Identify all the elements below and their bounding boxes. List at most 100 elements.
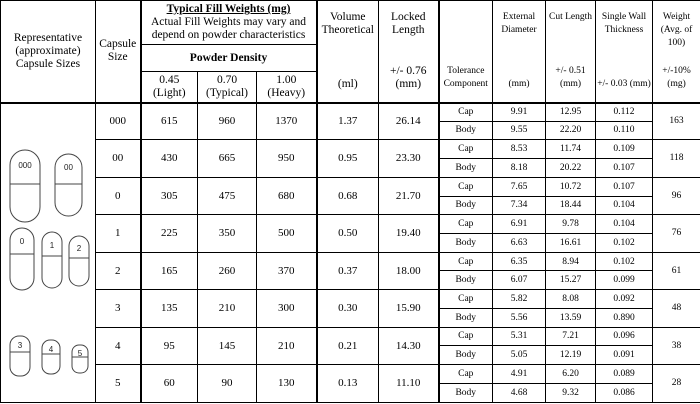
locked-length: 11.10 — [378, 364, 440, 403]
wall-header: Single Wall Thickness +/- 0.03 (mm) — [595, 0, 654, 103]
fill-weight: 665 — [197, 139, 257, 178]
cut-length: 6.20 — [545, 364, 597, 384]
capsule — [9, 335, 30, 376]
wall-thickness: 0.110 — [595, 120, 654, 141]
density-header: 0.45 (Light) — [139, 71, 198, 103]
locked-length: 26.14 — [378, 101, 440, 141]
table-body: 000 00 0 1 2 3 4 5 000 615 960 1370 1.37 26.1… — [0, 101, 700, 403]
table-row: 3 135 210 300 0.30 15.90 Cap 5.82 8.08 0.092 48 — [1, 289, 700, 328]
weight: 61 — [652, 251, 700, 291]
capsule-label: 3 — [17, 341, 22, 350]
capsule-size: 4 — [95, 326, 141, 366]
external-diameter: 5.82 — [492, 289, 547, 309]
table-row: 4 95 145 210 0.21 14.30 Cap 5.31 7.21 0.096 38 — [1, 326, 700, 366]
table-row: 0 305 475 680 0.68 21.70 Cap 7.65 10.72 0.107 96 — [1, 176, 700, 216]
component: Cap — [437, 102, 494, 122]
fill-weight: 430 — [139, 139, 198, 178]
component: Cap — [437, 364, 494, 384]
external-diameter: 9.55 — [492, 120, 547, 141]
component: Body — [437, 195, 494, 216]
external-diameter: 5.05 — [492, 345, 547, 365]
wall-thickness: 0.109 — [595, 139, 654, 160]
capsule-label: 00 — [64, 163, 73, 172]
fill-weight: 210 — [197, 289, 257, 328]
diameter-unit: (mm) — [508, 79, 530, 90]
external-diameter: 8.53 — [492, 139, 547, 160]
weight: 38 — [652, 326, 700, 366]
external-diameter: 8.18 — [492, 158, 547, 178]
capsule-size-header: Capsule Size — [95, 0, 141, 103]
fill-weight: 615 — [139, 101, 198, 141]
fill-weight: 130 — [255, 364, 318, 403]
fill-weight: 680 — [255, 176, 318, 216]
table-row: 5 60 90 130 0.13 11.10 Cap 4.91 6.20 0.089 28 — [1, 364, 700, 403]
capsule-label: 000 — [18, 161, 32, 170]
external-diameter: 6.63 — [492, 233, 547, 253]
capsule-label: 1 — [49, 241, 54, 250]
capsule-size: 3 — [95, 289, 141, 328]
representative-header: Representative (approximate) Capsule Siz… — [0, 0, 96, 103]
volume: 0.13 — [315, 364, 380, 403]
table-row: Body 8.18 20.22 0.107 — [1, 158, 700, 178]
wall-thickness: 0.092 — [595, 289, 654, 309]
table-row: 2 165 260 370 0.37 18.00 Cap 6.35 8.94 0.102 61 — [1, 251, 700, 291]
fill-weight: 305 — [139, 176, 198, 216]
volume-title: Volume Theoretical — [321, 11, 374, 37]
component: Body — [437, 307, 494, 328]
component: Body — [437, 120, 494, 141]
capsule-illustrations: 000 00 0 1 2 3 4 5 — [9, 149, 89, 376]
table-row: Body 7.34 18.44 0.104 — [1, 195, 700, 216]
table-row: Body 4.68 9.32 0.086 — [1, 382, 700, 403]
external-diameter: 6.35 — [492, 251, 547, 272]
table-row: 000 00 0 1 2 3 4 5 000 615 960 1370 1.37 26.1… — [0, 101, 700, 403]
component: Cap — [437, 214, 494, 234]
locked-length: 23.30 — [378, 139, 440, 178]
capsule-size: 00 — [95, 139, 141, 178]
table-row: Body 6.63 16.61 0.102 — [1, 233, 700, 253]
fill-weight: 300 — [255, 289, 318, 328]
capsule — [9, 149, 40, 222]
cut-length: 12.95 — [545, 102, 597, 122]
fill-weight: 135 — [139, 289, 198, 328]
capsule-labels: 000 00 0 1 2 3 4 5 — [17, 161, 82, 358]
weight: 96 — [652, 176, 700, 216]
cut-length: 15.27 — [545, 270, 597, 291]
capsule-size: 000 — [95, 101, 141, 141]
cut-length: 11.74 — [545, 139, 597, 160]
wall-title: Single Wall Thickness — [601, 12, 647, 36]
cut-length: 7.21 — [545, 326, 597, 347]
capsule-label: 5 — [77, 349, 82, 358]
table-row: 1 225 350 500 0.50 19.40 Cap 6.91 9.78 0.104 76 — [1, 214, 700, 253]
fill-weight: 225 — [139, 214, 198, 253]
cut-length: 12.19 — [545, 345, 597, 365]
component: Body — [437, 158, 494, 178]
cut-length: 20.22 — [545, 158, 597, 178]
fill-weight: 165 — [139, 251, 198, 291]
volume-header: Volume Theoretical (ml) — [315, 0, 380, 103]
component: Body — [437, 345, 494, 365]
component: Cap — [437, 139, 494, 160]
cut-length: 16.61 — [545, 233, 597, 253]
fill-weight: 370 — [255, 251, 318, 291]
weight-title: Weight (Avg. of 100) — [660, 12, 693, 49]
fill-title: Typical Fill Weights (mg) — [166, 3, 291, 15]
wall-thickness: 0.112 — [595, 102, 654, 122]
capsule-images: 000 00 0 1 2 3 4 5 — [0, 102, 96, 403]
volume: 0.95 — [315, 139, 380, 178]
fill-weight: 960 — [197, 101, 257, 141]
weight: 118 — [652, 139, 700, 178]
fill-weight: 260 — [197, 251, 257, 291]
locked-unit: +/- 0.76 (mm) — [390, 65, 427, 91]
table-row: Body 5.05 12.19 0.091 — [1, 345, 700, 365]
cut-title: Cut Length — [549, 12, 593, 23]
locked-length: 21.70 — [378, 176, 440, 216]
capsule-label: 2 — [76, 244, 81, 253]
volume-unit: (ml) — [337, 78, 358, 91]
cut-length: 8.94 — [545, 251, 597, 272]
volume: 0.50 — [315, 214, 380, 253]
capsule — [41, 339, 60, 374]
weight: 48 — [652, 289, 700, 328]
table-row: Body 5.56 13.59 0.890 — [1, 307, 700, 328]
external-diameter: 5.56 — [492, 307, 547, 328]
